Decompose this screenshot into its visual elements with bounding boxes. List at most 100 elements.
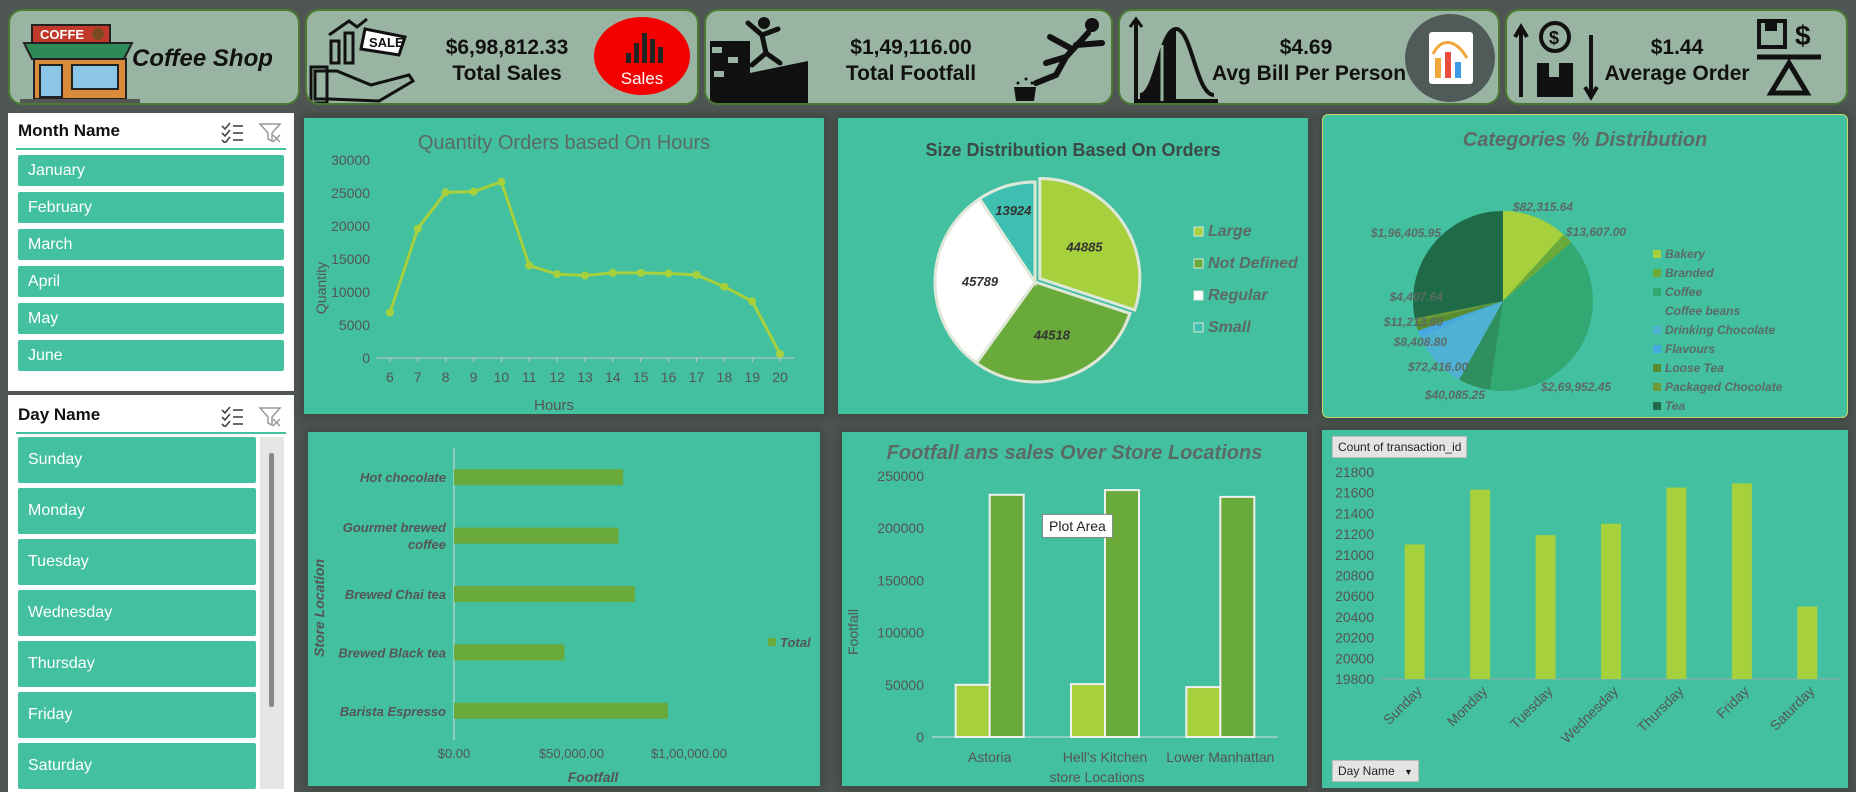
quantity-point	[608, 268, 617, 277]
legend-label: Drinking Chocolate	[1665, 323, 1775, 337]
day-slicer-title: Day Name	[18, 405, 101, 424]
clear-filter-icon[interactable]	[258, 405, 282, 427]
legend-label: Packaged Chocolate	[1665, 380, 1783, 394]
legend-label: Flavours	[1665, 342, 1715, 356]
size-data-label: 44518	[1033, 327, 1071, 342]
y-tick-label: Brewed Black tea	[338, 645, 446, 660]
slicer-item-sunday[interactable]: Sunday	[18, 437, 256, 483]
category-slice-branded	[1503, 234, 1572, 301]
y-tick-label: 21000	[1335, 547, 1374, 563]
multi-select-icon[interactable]	[220, 405, 244, 427]
y-tick-label: coffee	[408, 537, 446, 552]
bar-friday	[1731, 483, 1752, 679]
size-slice-regular	[933, 196, 1037, 366]
bar-sunday	[1404, 544, 1425, 679]
total-footfall-label: Total Footfall	[845, 62, 977, 85]
slicer-item-saturday[interactable]: Saturday	[18, 743, 256, 789]
multi-select-icon[interactable]	[220, 121, 244, 143]
size-distribution-panel: Size Distribution Based On Orders 44885 4…	[838, 118, 1308, 414]
x-tick-label: Friday	[1713, 683, 1752, 722]
category-data-label: $40,085.25	[1424, 388, 1485, 402]
field-button-count[interactable]: Count of transaction_id	[1332, 436, 1468, 458]
product-footfall-bar-chart[interactable]: Store Location Footfall Total Hot chocol…	[308, 432, 820, 786]
legend-label: Bakery	[1665, 247, 1706, 261]
x-tick-label: 10	[494, 369, 510, 385]
slicer-item-february[interactable]: February	[18, 192, 284, 223]
category-data-label: $72,416.00	[1407, 360, 1468, 374]
slicer-scrollbar-thumb[interactable]	[269, 453, 274, 707]
category-data-label: $4,407.64	[1389, 290, 1444, 304]
size-slice-not-defined	[974, 280, 1132, 384]
size-data-label: 44885	[1065, 239, 1103, 254]
falling-person-icon	[710, 17, 808, 103]
x-tick-label: 7	[414, 369, 422, 385]
month-slicer-divider	[16, 148, 286, 150]
slicer-item-may[interactable]: May	[18, 303, 284, 334]
y-tick-label: 250000	[877, 468, 924, 484]
quantity-point	[636, 268, 645, 277]
store-chart-title: Footfall ans sales Over Store Locations	[886, 442, 1263, 464]
bar-hot-chocolate	[454, 469, 624, 486]
bar-astoria	[954, 683, 991, 739]
slicer-item-wednesday[interactable]: Wednesday	[18, 590, 256, 636]
y-tick-label: 21800	[1335, 464, 1374, 480]
total-sales-label: Total Sales	[452, 62, 562, 85]
categories-pie-chart[interactable]: $82,315.64 $13,607.00 $2,69,952.45 $40,085.…	[1323, 115, 1848, 418]
y-tick-label: 200000	[877, 520, 924, 536]
size-pie-chart[interactable]: 44885 44518 45789 13924 Large Not Defined Regu…	[838, 118, 1308, 414]
bar-lower-manhattan	[1219, 495, 1256, 738]
y-tick-label: Brewed Chai tea	[345, 587, 446, 602]
coffee-shop-icon: COFFE	[20, 24, 140, 103]
size-data-label: 45789	[961, 274, 999, 289]
field-button-day-name[interactable]: Day Name ▼	[1332, 760, 1419, 782]
total-sales-value: $6,98,812.33	[445, 36, 569, 59]
legend-label: Branded	[1665, 266, 1714, 280]
package-dollar-icon: $	[1513, 21, 1599, 101]
slicer-item-january[interactable]: January	[18, 155, 284, 186]
y-tick-label: 21400	[1335, 505, 1374, 521]
x-tick-label: Lower Manhattan	[1166, 749, 1274, 765]
bar-thursday	[1666, 487, 1687, 679]
bar-saturday	[1797, 606, 1818, 679]
slicer-item-thursday[interactable]: Thursday	[18, 641, 256, 687]
y-tick-label: 30000	[331, 152, 370, 168]
legend-label: Loose Tea	[1665, 361, 1724, 375]
legend-label-total: Total	[780, 635, 811, 650]
x-tick-label: 20	[772, 369, 788, 385]
y-tick-label: 25000	[331, 185, 370, 201]
bar-wednesday	[1601, 523, 1621, 679]
slicer-item-june[interactable]: June	[18, 340, 284, 371]
category-slice-loose-tea	[1415, 301, 1503, 331]
y-tick-label: 21600	[1335, 485, 1374, 501]
quantity-point	[413, 224, 422, 233]
slicer-item-march[interactable]: March	[18, 229, 284, 260]
x-tick-label: Monday	[1444, 683, 1491, 730]
slicer-item-april[interactable]: April	[18, 266, 284, 297]
x-tick-label: 6	[386, 369, 394, 385]
slicer-item-friday[interactable]: Friday	[18, 692, 256, 738]
transactions-bar-chart[interactable]: 19800 20000 20200 20400 20600 20800 21000 21200…	[1322, 430, 1848, 788]
store-locations-bar-chart[interactable]: Footfall store Locations 0 50000 100000 150…	[842, 432, 1307, 786]
bell-curve-icon	[1128, 16, 1218, 103]
x-tick-label: 12	[549, 369, 565, 385]
quantity-line-chart[interactable]: Quantity Hours 0 5000 10000 15000 20000 25000…	[304, 118, 824, 414]
clear-filter-icon[interactable]	[258, 121, 282, 143]
total-footfall-value: $1,49,116.00	[850, 36, 972, 59]
slicer-scrollbar-track[interactable]	[260, 437, 284, 789]
legend-swatch-not-defined	[1193, 258, 1204, 269]
y-tick-label: 15000	[331, 251, 370, 267]
shop-title: Coffee Shop	[132, 45, 273, 72]
month-slicer-title: Month Name	[18, 121, 120, 140]
quantity-by-hours-panel: Quantity Orders based On Hours Quantity …	[304, 118, 824, 414]
slicer-item-tuesday[interactable]: Tuesday	[18, 539, 256, 585]
sales-badge: Sales	[594, 17, 690, 95]
slicer-item-monday[interactable]: Monday	[18, 488, 256, 534]
legend-label: Small	[1208, 319, 1251, 336]
legend-swatch-tea	[1653, 402, 1661, 410]
product-footfall-panel: Store Location Footfall Total Hot chocol…	[308, 432, 820, 786]
legend-swatch-coffee	[1653, 288, 1661, 296]
average-order-label: Average Order	[1604, 62, 1750, 85]
size-slice-large	[1038, 176, 1142, 312]
quantity-series-line	[388, 179, 782, 355]
x-tick-label: $1,00,000.00	[651, 746, 727, 761]
